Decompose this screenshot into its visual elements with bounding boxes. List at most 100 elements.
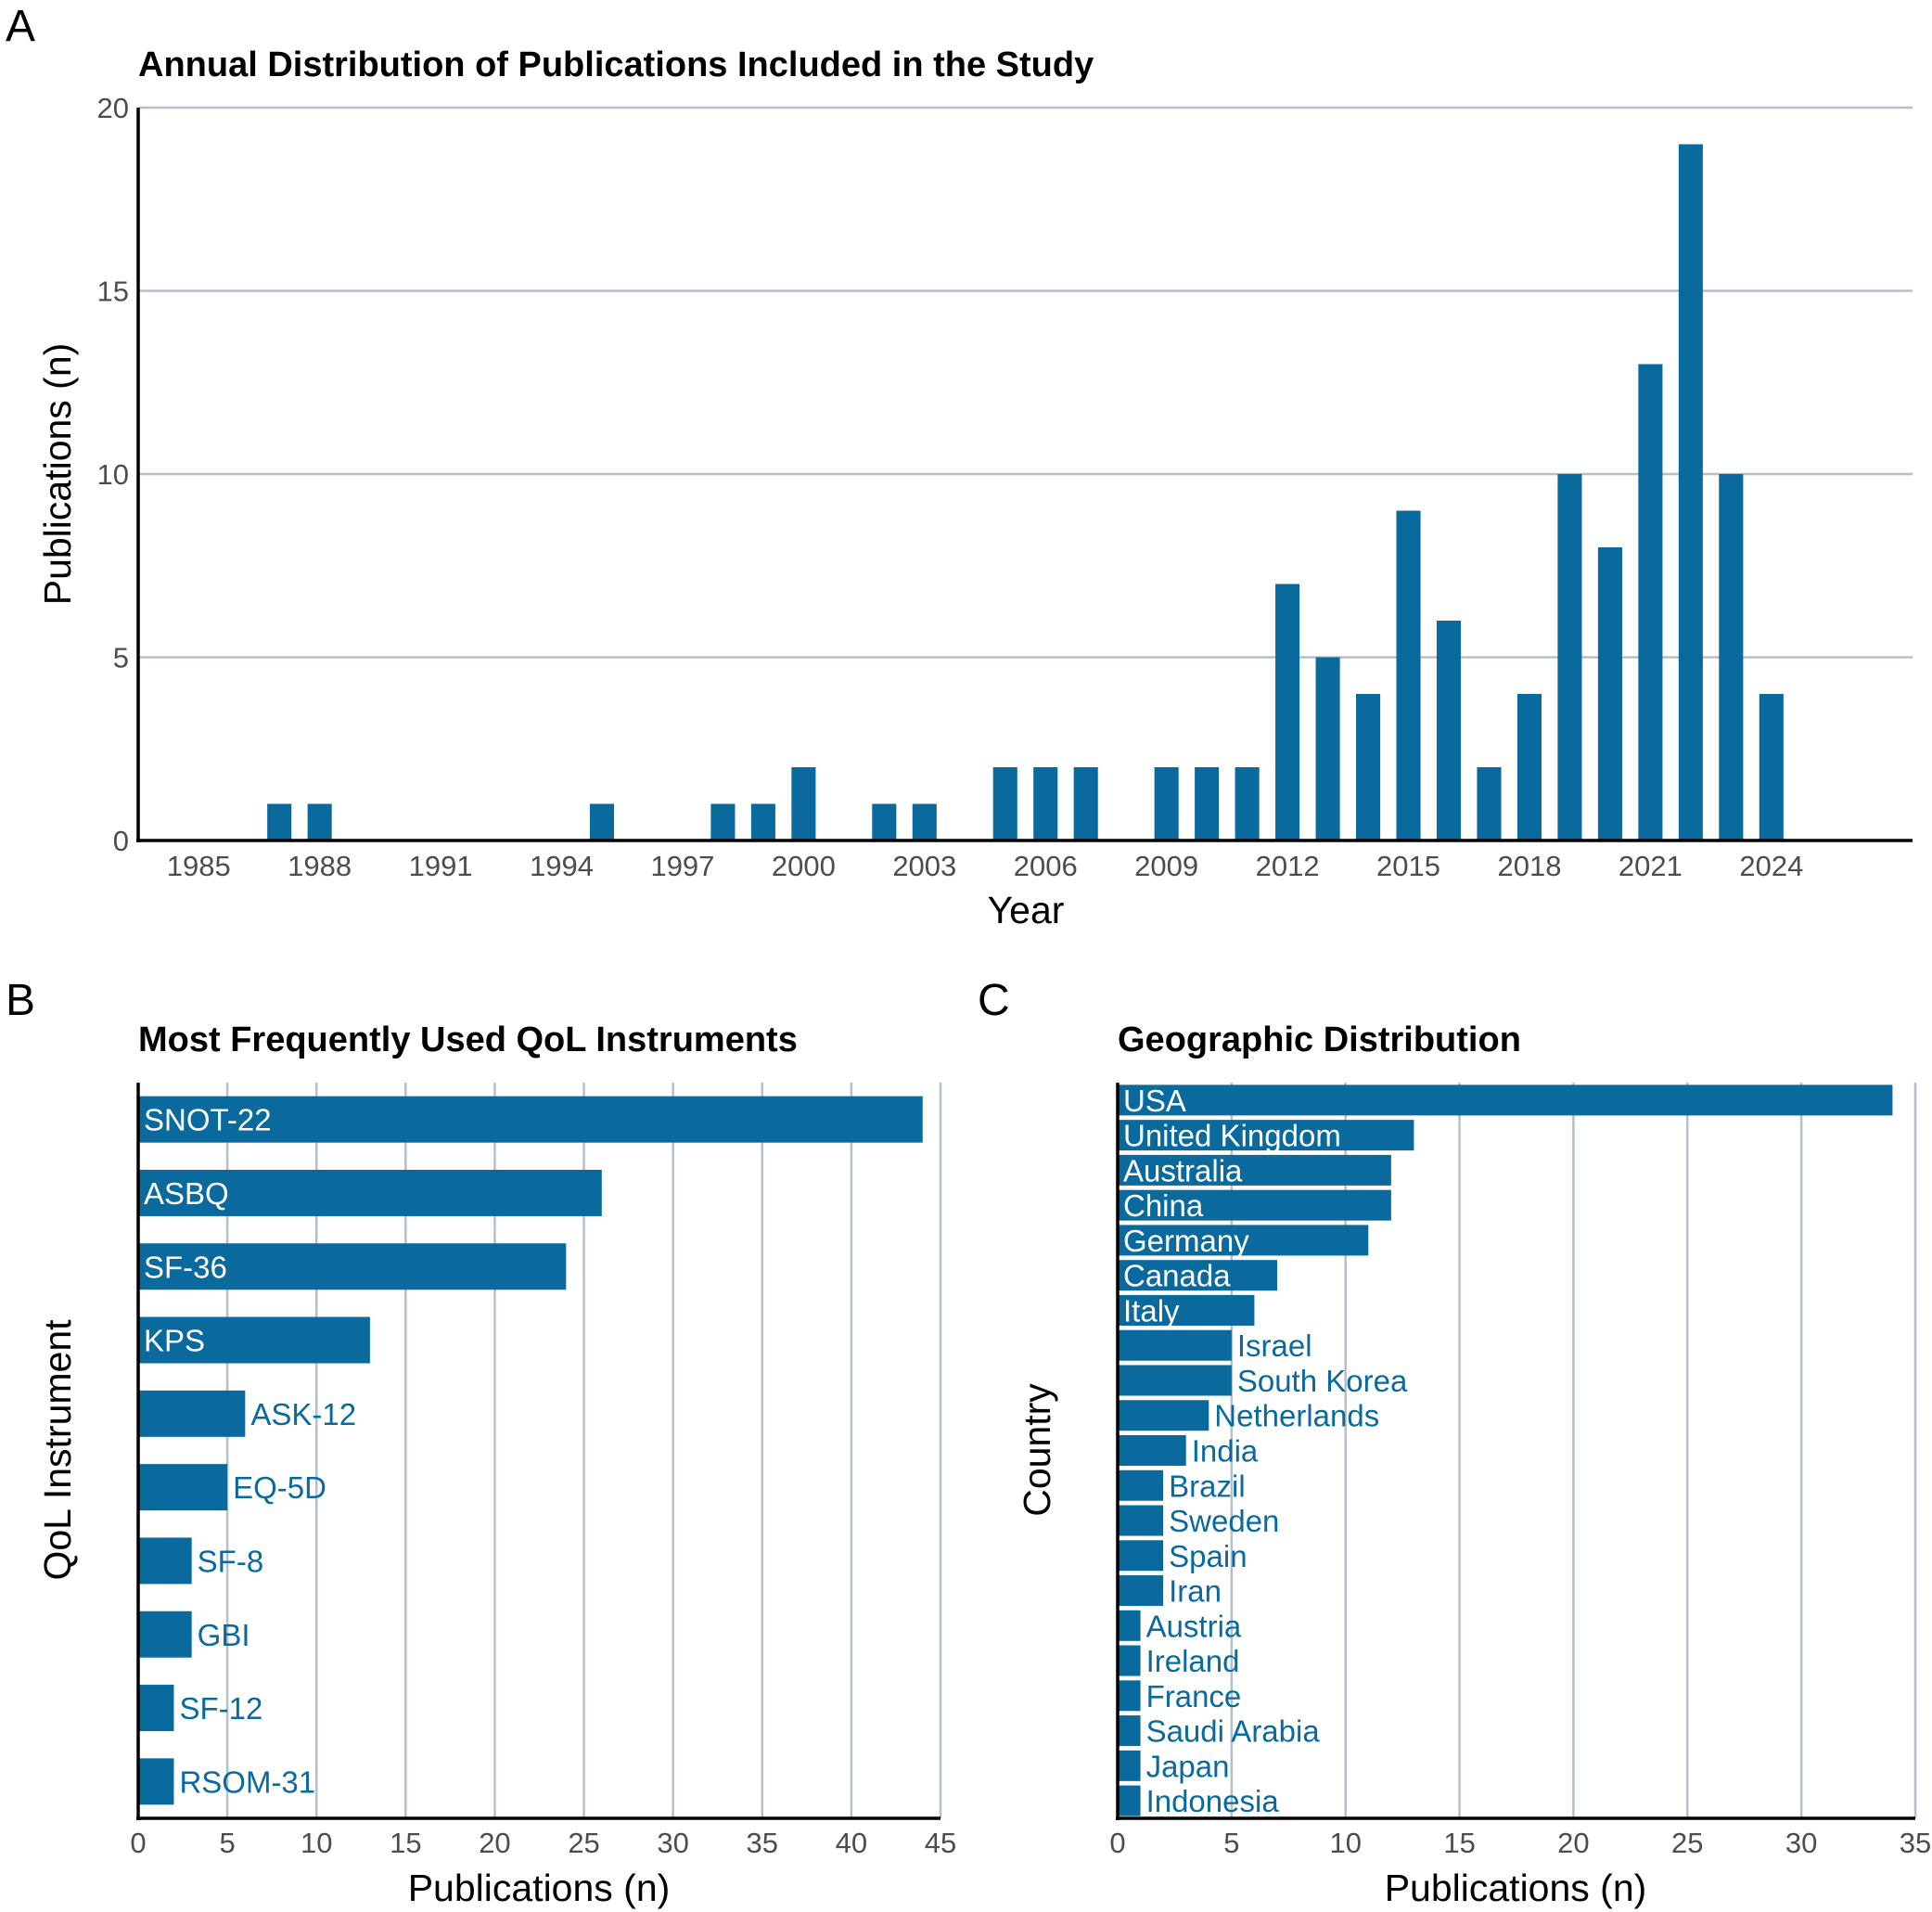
bar-year-2007	[1073, 767, 1098, 841]
bar-label: ASBQ	[144, 1176, 229, 1211]
bar-sf-12	[138, 1685, 174, 1732]
bar-ask-12	[138, 1390, 246, 1437]
x-tick-label: 2000	[772, 850, 836, 882]
bar-iran	[1118, 1575, 1164, 1607]
bar-label: Australia	[1123, 1153, 1243, 1187]
bar-label: Sweden	[1169, 1504, 1279, 1538]
bar-label: Austria	[1146, 1609, 1242, 1643]
x-tick-label: 2021	[1619, 850, 1683, 882]
x-tick-label: 40	[836, 1827, 867, 1859]
x-tick-label: 0	[130, 1827, 146, 1859]
panel-a: A Annual Distribution of Publications In…	[6, 2, 1913, 931]
x-tick-label: 2009	[1134, 850, 1198, 882]
bar-italy	[1118, 1294, 1255, 1326]
bar-label: Netherlands	[1214, 1399, 1379, 1433]
bar-austria	[1118, 1610, 1141, 1641]
bar-year-2017	[1477, 767, 1502, 841]
x-tick-label: 2018	[1497, 850, 1561, 882]
x-tick-label: 15	[1443, 1827, 1475, 1859]
bar-year-2016	[1436, 621, 1462, 841]
panel-b-title: Most Frequently Used QoL Instruments	[138, 1020, 798, 1059]
x-tick-label: 2006	[1014, 850, 1078, 882]
bar-year-1995	[589, 803, 615, 841]
panel-b-x-ticks: 0 5 10 15 20 25 30 35 40 45	[130, 1827, 956, 1859]
bar-year-2005	[992, 767, 1017, 841]
panel-b-x-label: Publications (n)	[408, 1867, 671, 1909]
x-tick-label: 10	[301, 1827, 332, 1859]
panel-a-bars	[267, 144, 1784, 841]
panel-c-x-label: Publications (n)	[1385, 1867, 1647, 1909]
bar-label: China	[1123, 1188, 1204, 1223]
bar-spain	[1118, 1540, 1164, 1572]
bar-label: KPS	[144, 1324, 205, 1358]
bar-brazil	[1118, 1469, 1164, 1501]
bar-label: SF-12	[179, 1691, 262, 1726]
y-tick-label: 20	[97, 92, 129, 124]
bar-kps	[138, 1316, 370, 1364]
x-tick-label: 2024	[1739, 850, 1803, 882]
x-tick-label: 25	[1671, 1827, 1703, 1859]
x-tick-label: 1994	[530, 850, 594, 882]
bar-south-korea	[1118, 1365, 1232, 1396]
bar-year-1998	[710, 803, 736, 841]
bar-ireland	[1118, 1645, 1141, 1676]
bar-label: SF-8	[198, 1544, 264, 1578]
bar-indonesia	[1118, 1785, 1141, 1816]
bar-label: France	[1146, 1679, 1242, 1713]
bar-united-kingdom	[1118, 1120, 1414, 1151]
x-tick-label: 5	[219, 1827, 235, 1859]
bar-germany	[1118, 1225, 1369, 1256]
x-tick-label: 35	[1900, 1827, 1931, 1859]
bar-label: SNOT-22	[144, 1103, 272, 1137]
bar-australia	[1118, 1154, 1391, 1186]
x-tick-label: 1988	[288, 850, 352, 882]
bar-label: ASK-12	[250, 1397, 356, 1431]
bar-year-2012	[1275, 584, 1300, 841]
bar-year-2010	[1195, 767, 1220, 841]
x-tick-label: 0	[1109, 1827, 1125, 1859]
bar-label: SF-36	[144, 1250, 227, 1284]
bar-year-2002	[872, 803, 897, 841]
bar-sweden	[1118, 1505, 1164, 1536]
bar-year-2000	[791, 767, 816, 841]
panel-b-letter: B	[6, 976, 35, 1025]
x-tick-label: 10	[1329, 1827, 1361, 1859]
x-tick-label: 1991	[409, 850, 473, 882]
panel-a-y-ticks: 0 5 10 15 20	[97, 92, 129, 857]
bar-year-2023	[1719, 474, 1744, 841]
bar-label: Germany	[1123, 1224, 1249, 1258]
x-tick-label: 1997	[650, 850, 714, 882]
bar-label: Indonesia	[1146, 1784, 1280, 1818]
bar-year-2019	[1557, 474, 1582, 841]
bar-label: EQ-5D	[233, 1470, 326, 1505]
bar-year-1988	[307, 803, 332, 841]
bar-year-1987	[267, 803, 292, 841]
panel-c-letter: C	[978, 976, 1010, 1025]
bar-gbi	[138, 1610, 192, 1658]
x-tick-label: 15	[390, 1827, 421, 1859]
bar-sf-36	[138, 1243, 567, 1290]
bar-year-2021	[1638, 364, 1663, 841]
y-tick-label: 10	[97, 458, 129, 491]
bar-label: Italy	[1123, 1293, 1180, 1328]
bar-year-2015	[1396, 510, 1421, 841]
bar-india	[1118, 1435, 1186, 1466]
panel-a-y-label: Publications (n)	[36, 343, 79, 606]
y-tick-label: 5	[113, 642, 129, 674]
bar-year-2006	[1033, 767, 1058, 841]
bar-china	[1118, 1189, 1391, 1221]
y-tick-label: 15	[97, 276, 129, 308]
bar-year-2011	[1235, 767, 1260, 841]
bar-label: Canada	[1123, 1259, 1231, 1293]
bar-canada	[1118, 1260, 1277, 1291]
x-tick-label: 35	[747, 1827, 778, 1859]
bar-label: United Kingdom	[1123, 1119, 1341, 1153]
panel-c-title: Geographic Distribution	[1118, 1020, 1521, 1059]
bar-year-2022	[1678, 144, 1703, 841]
x-tick-label: 25	[568, 1827, 599, 1859]
panel-b: B Most Frequently Used QoL Instruments S…	[6, 976, 956, 1909]
x-tick-label: 45	[925, 1827, 956, 1859]
bar-netherlands	[1118, 1400, 1209, 1431]
